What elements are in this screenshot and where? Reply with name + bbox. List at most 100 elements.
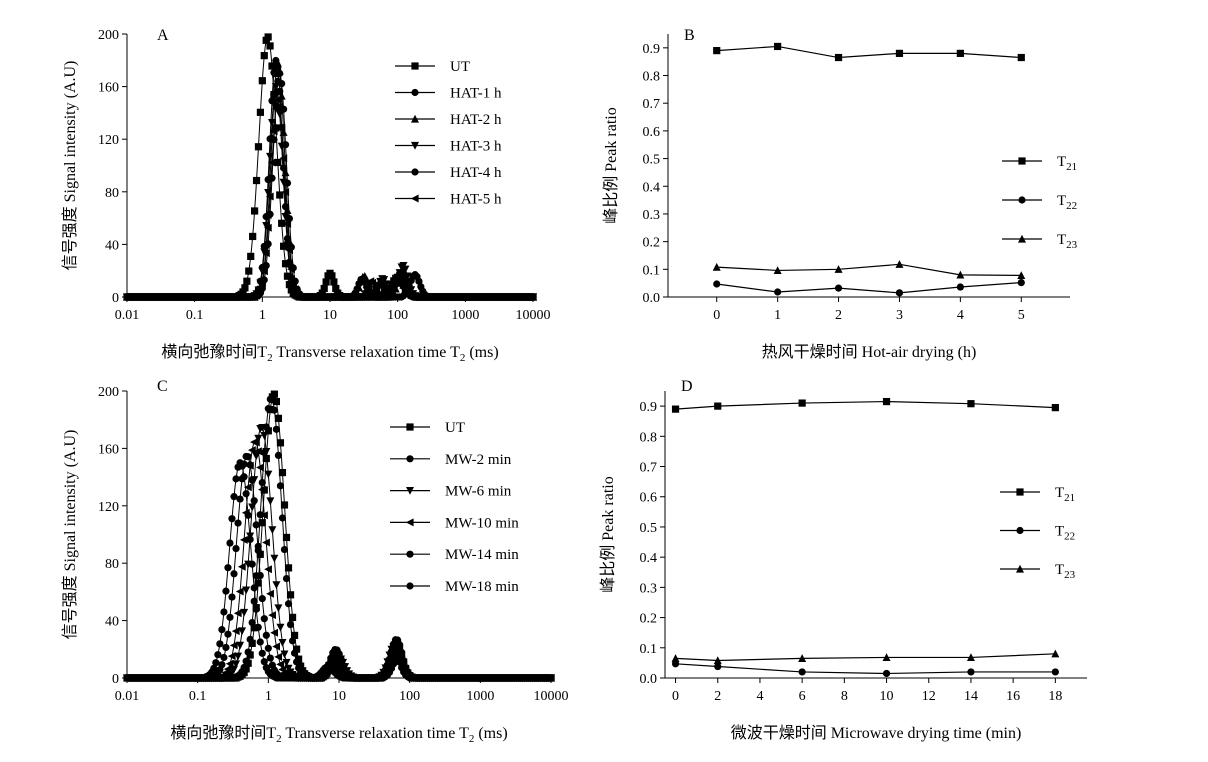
- y-tick-label: 0.8: [643, 70, 661, 85]
- data-point: [275, 110, 284, 119]
- data-point: [222, 587, 230, 595]
- data-point: [278, 219, 286, 227]
- data-point: [270, 390, 278, 398]
- data-point: [246, 461, 254, 469]
- data-point: [258, 649, 266, 657]
- data-point: [332, 284, 340, 293]
- data-point: [262, 631, 270, 639]
- legend-marker: [410, 194, 419, 203]
- data-point: [258, 519, 266, 527]
- legend-label: HAT-3 h: [450, 139, 502, 155]
- legend-marker: [1016, 564, 1024, 573]
- data-point: [278, 638, 287, 647]
- data-point: [268, 396, 276, 404]
- data-point: [225, 659, 234, 668]
- x-tick-label: 2: [714, 689, 721, 704]
- data-point: [262, 538, 270, 547]
- data-point: [274, 652, 283, 661]
- y-tick-label: 0.3: [640, 581, 658, 596]
- y-tick-label: 200: [98, 385, 119, 400]
- data-point: [229, 641, 238, 650]
- legend-label-text: HAT-5 h: [450, 192, 502, 208]
- data-point: [274, 604, 283, 613]
- x-axis-label-part: 2: [267, 352, 273, 364]
- x-tick-label: 10: [323, 308, 337, 323]
- data-point: [276, 623, 285, 632]
- data-point: [286, 591, 295, 599]
- data-point: [293, 658, 301, 666]
- legend-label-subscript: 23: [1066, 239, 1078, 251]
- data-point: [328, 272, 336, 280]
- legend-label: T21: [1055, 485, 1075, 504]
- data-point: [403, 272, 412, 281]
- series-1: [713, 279, 1025, 297]
- data-point: [956, 49, 964, 57]
- data-point: [1017, 53, 1025, 62]
- data-point: [248, 618, 256, 627]
- series-4: [123, 69, 537, 301]
- series-2: [712, 260, 1026, 280]
- data-point: [268, 118, 276, 127]
- data-point: [272, 642, 281, 651]
- x-tick-label: 18: [1048, 689, 1062, 704]
- series-line: [716, 263, 1022, 277]
- data-point: [241, 284, 249, 292]
- data-point: [671, 660, 680, 668]
- panel-letter: C: [157, 378, 168, 395]
- data-point: [269, 127, 278, 136]
- data-point: [260, 267, 268, 276]
- data-point: [256, 571, 264, 580]
- legend-entry: MW-10 min: [390, 515, 519, 531]
- data-point: [288, 613, 297, 621]
- x-tick-label: 1000: [466, 689, 494, 704]
- data-point: [285, 246, 293, 255]
- data-point: [260, 615, 268, 623]
- y-tick-label: 160: [98, 442, 119, 457]
- legend-entry: MW-14 min: [390, 547, 519, 563]
- legend-label-text: T: [1055, 562, 1064, 578]
- y-tick-label: 0: [112, 672, 119, 687]
- x-tick-label: 10000: [534, 689, 569, 704]
- data-point: [528, 293, 537, 301]
- data-point: [277, 123, 286, 132]
- legend-marker: [406, 550, 414, 558]
- data-point: [370, 282, 379, 291]
- data-point: [239, 288, 247, 296]
- legend-marker: [411, 114, 419, 123]
- data-point: [262, 249, 270, 258]
- data-point: [258, 279, 266, 288]
- series-line: [127, 72, 533, 298]
- panel-letter: D: [681, 378, 693, 395]
- data-point: [713, 280, 721, 288]
- data-point: [774, 288, 782, 296]
- x-axis-label: 微波干燥时间 Microwave drying time (min): [731, 724, 1022, 742]
- data-point: [283, 241, 292, 250]
- data-point: [210, 664, 218, 672]
- data-point: [266, 42, 274, 50]
- data-point: [218, 661, 226, 669]
- x-axis-label: 横向弛豫时间T2 Transverse relaxation time T2 (…: [161, 343, 498, 364]
- data-point: [671, 405, 680, 413]
- data-point: [256, 550, 264, 558]
- data-point: [242, 657, 250, 665]
- legend-marker: [406, 582, 414, 590]
- data-point: [355, 283, 363, 292]
- data-point: [254, 623, 262, 631]
- x-axis-label-part: (ms): [465, 344, 498, 361]
- x-tick-label: 2: [835, 308, 842, 323]
- data-point: [254, 579, 262, 587]
- data-point: [252, 605, 260, 613]
- data-point: [774, 42, 782, 51]
- series-0: [713, 42, 1025, 62]
- data-point: [266, 210, 274, 218]
- data-point: [258, 478, 266, 487]
- data-point: [356, 277, 365, 286]
- y-tick-label: 0.8: [640, 430, 658, 445]
- x-axis-label-part: 2: [460, 352, 466, 364]
- data-point: [232, 544, 240, 553]
- data-point: [254, 447, 262, 456]
- data-point: [273, 89, 282, 97]
- legend-label-text: MW-10 min: [445, 515, 519, 531]
- data-point: [387, 284, 396, 293]
- data-point: [281, 141, 290, 149]
